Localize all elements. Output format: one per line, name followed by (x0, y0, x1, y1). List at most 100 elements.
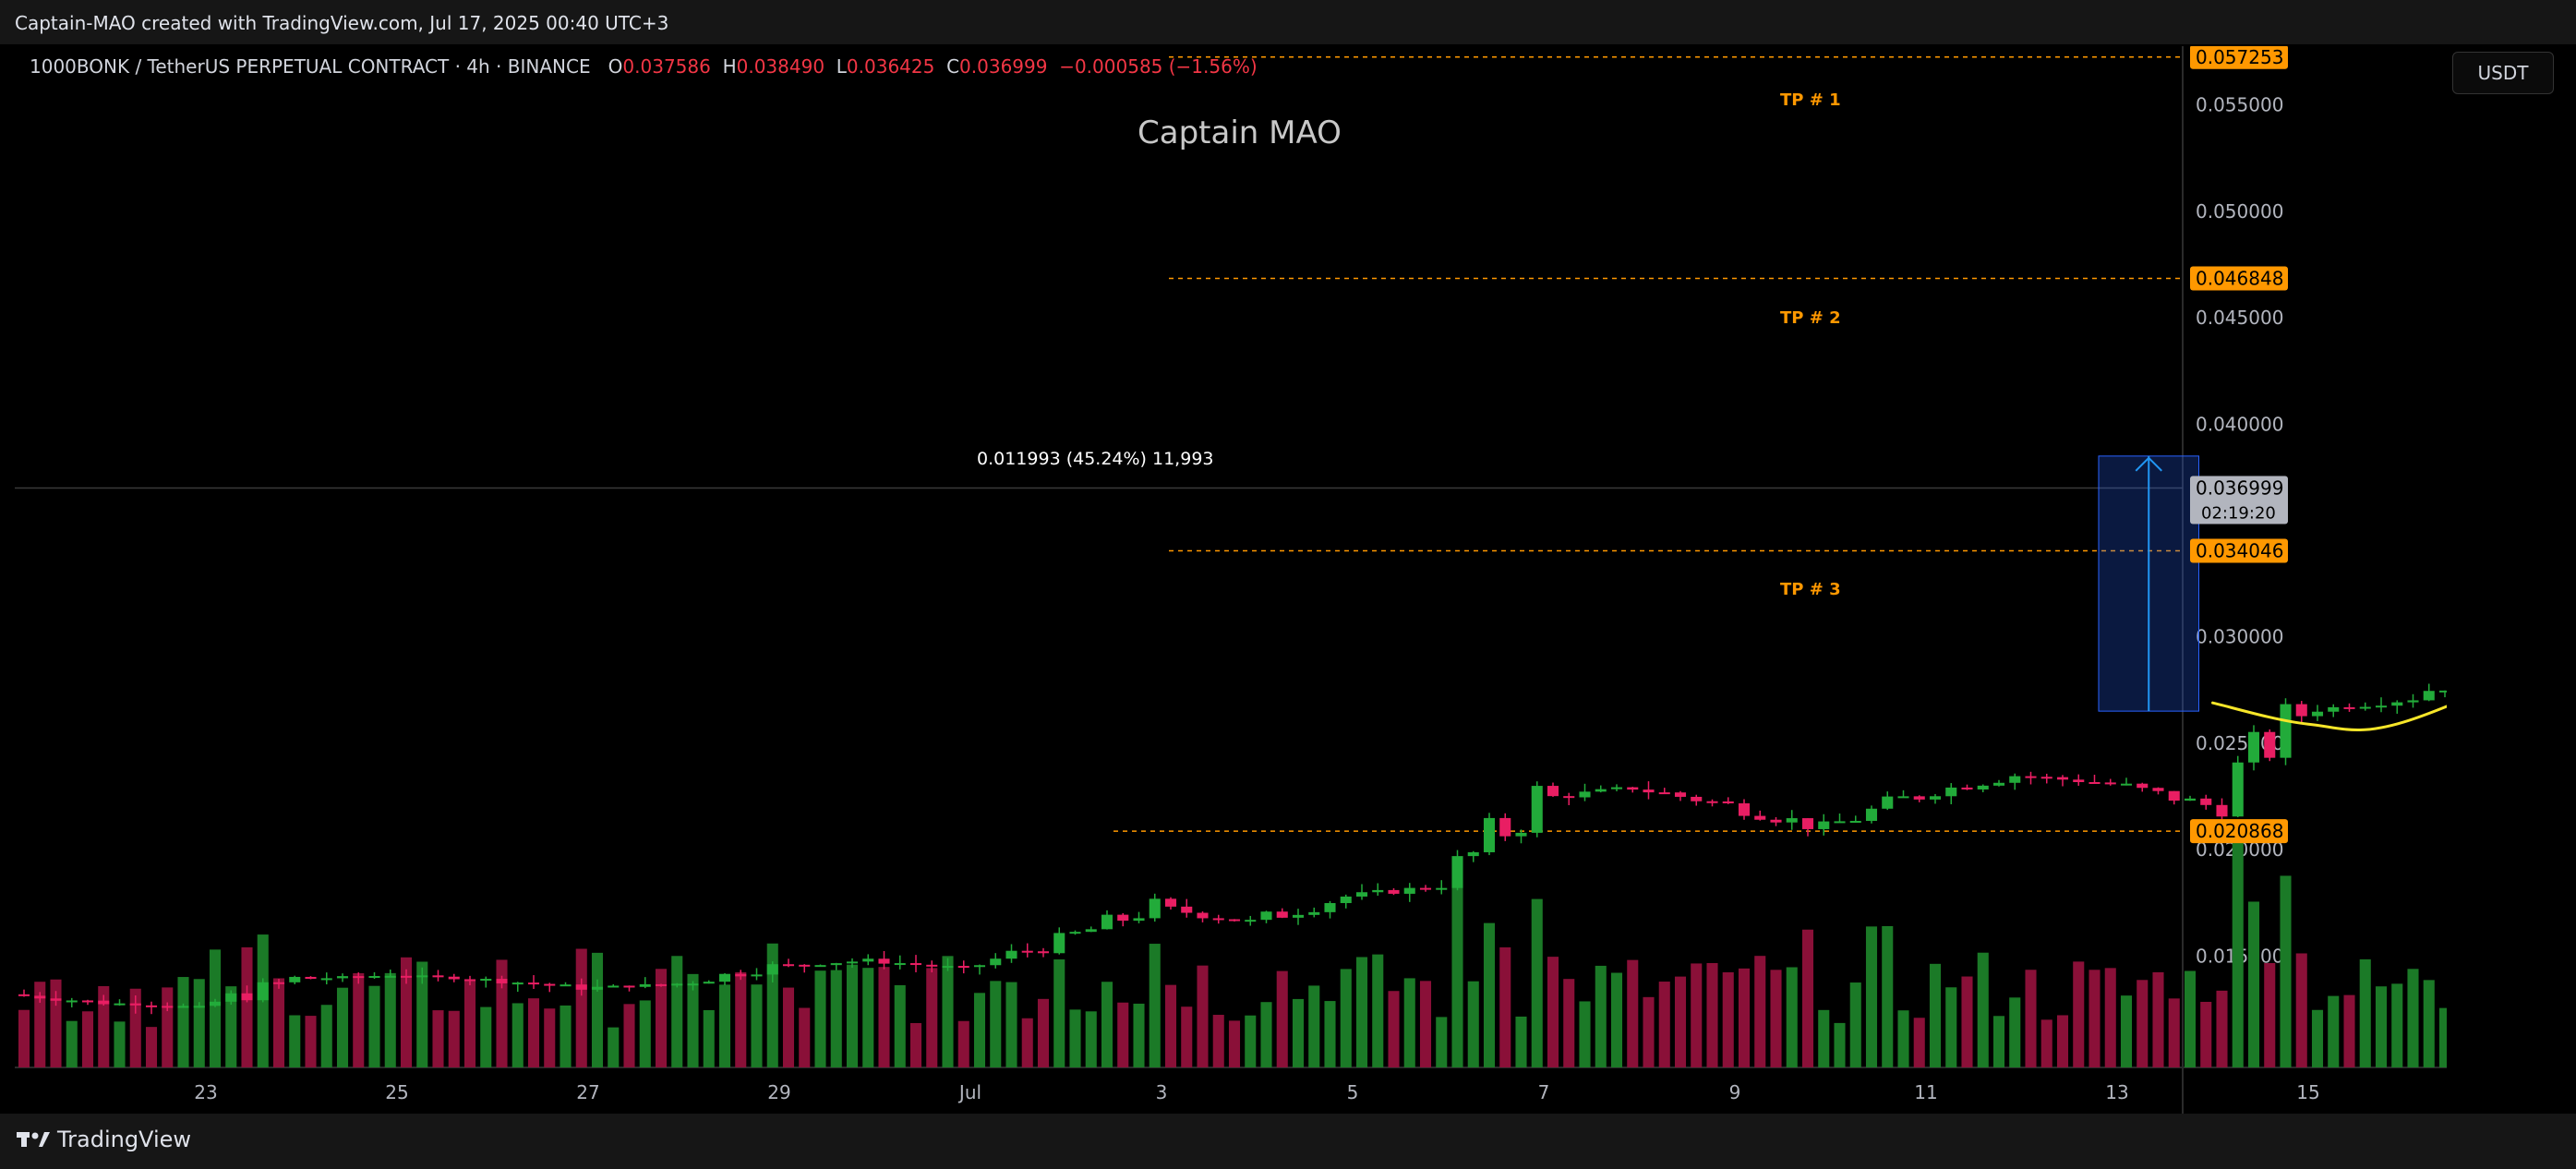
candle-body[interactable] (1245, 920, 1257, 922)
candle-body[interactable] (1547, 786, 1559, 797)
candle-body[interactable] (1324, 903, 1336, 912)
currency-button[interactable]: USDT (2452, 52, 2554, 94)
candle-body[interactable] (591, 986, 604, 990)
candle-body[interactable] (2328, 706, 2340, 712)
chart-area[interactable]: 0.055000 0.050000 0.045000 0.040000 0.030000… (15, 46, 2447, 1114)
candle-body[interactable] (448, 976, 460, 980)
candle-body[interactable] (1197, 912, 1209, 919)
candle-body[interactable] (162, 1006, 174, 1008)
candle-body[interactable] (1738, 802, 1751, 816)
candle-body[interactable] (50, 998, 62, 1001)
candle-body[interactable] (2120, 783, 2133, 786)
candle-body[interactable] (751, 974, 763, 977)
candle-body[interactable] (782, 964, 795, 967)
candle-body[interactable] (1913, 796, 1925, 800)
candle-body[interactable] (894, 963, 906, 966)
candle-body[interactable] (942, 966, 954, 969)
candle-body[interactable] (830, 963, 842, 966)
candle-body[interactable] (384, 975, 396, 978)
candle-body[interactable] (209, 1001, 222, 1006)
candle-body[interactable] (257, 982, 269, 1001)
candle-body[interactable] (1945, 787, 1957, 797)
candle-body[interactable] (463, 979, 476, 982)
candle-body[interactable] (527, 982, 540, 985)
candle-body[interactable] (1579, 791, 1591, 798)
candle-body[interactable] (1164, 898, 1177, 907)
candle-body[interactable] (1834, 821, 1846, 824)
candle-body[interactable] (305, 976, 317, 980)
candle-body[interactable] (1722, 801, 1734, 803)
candle-body[interactable] (2311, 711, 2324, 717)
candle-body[interactable] (846, 961, 859, 964)
candle-body[interactable] (1754, 815, 1766, 820)
candle-body[interactable] (1228, 919, 1241, 922)
candle-body[interactable] (416, 975, 428, 978)
candle-body[interactable] (2088, 781, 2101, 784)
candle-body[interactable] (2152, 788, 2164, 791)
candle-body[interactable] (1977, 785, 1989, 789)
candle-body[interactable] (66, 1000, 78, 1003)
candle-body[interactable] (1260, 911, 1272, 921)
candle-body[interactable] (2359, 706, 2371, 709)
candle-body[interactable] (193, 1006, 205, 1008)
candle-body[interactable] (1499, 817, 1511, 837)
candle-body[interactable] (1483, 817, 1496, 852)
candle-body[interactable] (320, 978, 332, 981)
candle-body[interactable] (1037, 951, 1050, 954)
candle-body[interactable] (1691, 796, 1703, 801)
candle-body[interactable] (353, 976, 365, 979)
candle-body[interactable] (1133, 918, 1145, 922)
candle-body[interactable] (1658, 792, 1670, 795)
candle-body[interactable] (575, 984, 587, 990)
candle-body[interactable] (1403, 887, 1415, 894)
candle-body[interactable] (2232, 762, 2244, 817)
candle-body[interactable] (1897, 796, 1909, 799)
candle-body[interactable] (1419, 887, 1432, 890)
candle-body[interactable] (1005, 950, 1017, 959)
candle-body[interactable] (1053, 933, 1065, 954)
candle-body[interactable] (145, 1005, 158, 1007)
candle-body[interactable] (687, 983, 699, 986)
candle-body[interactable] (1117, 914, 1129, 922)
candle-body[interactable] (114, 1003, 126, 1006)
candle-body[interactable] (2295, 704, 2307, 717)
candle-body[interactable] (766, 964, 778, 975)
price-chart[interactable]: 0.055000 0.050000 0.045000 0.040000 0.030000… (15, 46, 2447, 1114)
candle-body[interactable] (368, 975, 380, 978)
candle-body[interactable] (336, 976, 349, 979)
candle-body[interactable] (1451, 856, 1463, 888)
candle-body[interactable] (1276, 911, 1288, 918)
candle-body[interactable] (1149, 898, 1161, 919)
candle-body[interactable] (2040, 777, 2052, 779)
candle-body[interactable] (718, 973, 731, 982)
candle-body[interactable] (990, 958, 1002, 966)
candle-body[interactable] (2137, 783, 2149, 789)
candle-body[interactable] (2407, 700, 2419, 703)
candle-body[interactable] (1292, 914, 1305, 918)
candle-body[interactable] (2200, 798, 2212, 805)
candle-body[interactable] (655, 983, 668, 986)
candle-body[interactable] (957, 966, 969, 969)
candle-body[interactable] (1929, 796, 1942, 800)
candle-body[interactable] (1372, 889, 1384, 893)
candle-body[interactable] (1069, 932, 1081, 934)
candle-body[interactable] (735, 973, 747, 977)
candle-body[interactable] (1340, 896, 1352, 904)
candle-body[interactable] (496, 979, 508, 983)
candle-body[interactable] (1818, 821, 1830, 829)
candle-body[interactable] (129, 1003, 141, 1006)
candle-body[interactable] (2168, 790, 2180, 801)
candle-body[interactable] (2184, 798, 2197, 801)
candle-body[interactable] (1101, 914, 1113, 930)
candle-body[interactable] (1388, 889, 1400, 894)
candle-body[interactable] (1610, 787, 1623, 789)
candle-body[interactable] (1181, 906, 1193, 913)
candle-body[interactable] (272, 982, 285, 984)
candle-body[interactable] (432, 975, 444, 978)
candle-body[interactable] (1849, 821, 1861, 824)
candle-body[interactable] (560, 984, 572, 987)
candle-body[interactable] (671, 983, 683, 986)
candle-body[interactable] (2216, 804, 2228, 817)
candle-body[interactable] (1212, 918, 1224, 921)
candle-body[interactable] (2438, 690, 2447, 693)
